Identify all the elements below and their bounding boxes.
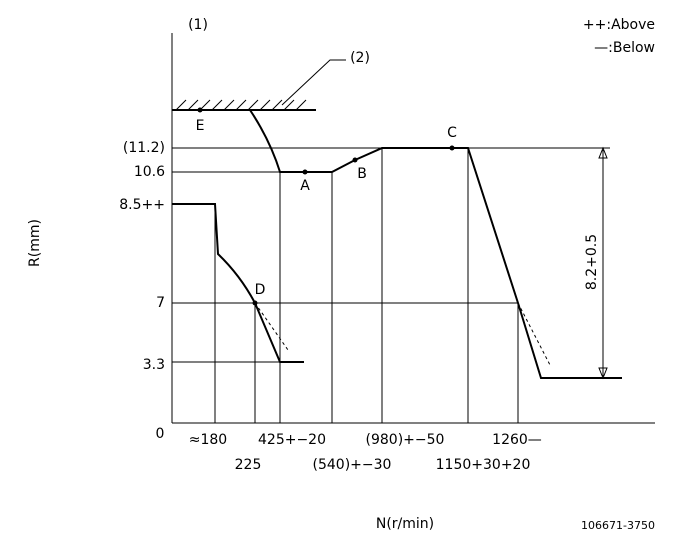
y-label: 3.3: [143, 357, 165, 373]
stopper: [172, 59, 346, 111]
dimension-label: 8.2+0.5: [584, 234, 600, 290]
points: [197, 107, 455, 306]
point-label: E: [196, 118, 205, 134]
figure-number: (1): [188, 17, 208, 33]
y-label: 0: [156, 426, 165, 442]
guide-lines: [172, 147, 612, 423]
y-label: 10.6: [134, 164, 165, 180]
point-label: A: [300, 178, 310, 194]
x-axis-title: N(r/min): [376, 516, 434, 532]
y-label: 8.5++: [119, 197, 165, 213]
callout: (2): [350, 50, 370, 66]
legend-below: —:Below: [594, 40, 655, 56]
x-label: 1150+30+20: [436, 457, 531, 473]
axes: [171, 33, 655, 424]
x-label: 425+−20: [258, 432, 326, 448]
point-label: C: [447, 125, 457, 141]
dimension-arrow: [598, 146, 608, 380]
x-label: (980)+−50: [366, 432, 445, 448]
curves: [172, 109, 622, 379]
y-axis-title: R(mm): [27, 219, 43, 267]
dashed-lines: [254, 302, 551, 366]
x-label: (540)+−30: [313, 457, 392, 473]
y-label: 7: [156, 295, 165, 311]
x-label: 225: [235, 457, 262, 473]
point-label: D: [255, 282, 266, 298]
y-label: (11.2): [123, 140, 165, 156]
x-label: ≈180: [189, 432, 227, 448]
legend-above: ++:Above: [583, 17, 655, 33]
part-number: 106671-3750: [581, 519, 655, 532]
point-label: B: [357, 166, 367, 182]
x-label: 1260—: [492, 432, 542, 448]
